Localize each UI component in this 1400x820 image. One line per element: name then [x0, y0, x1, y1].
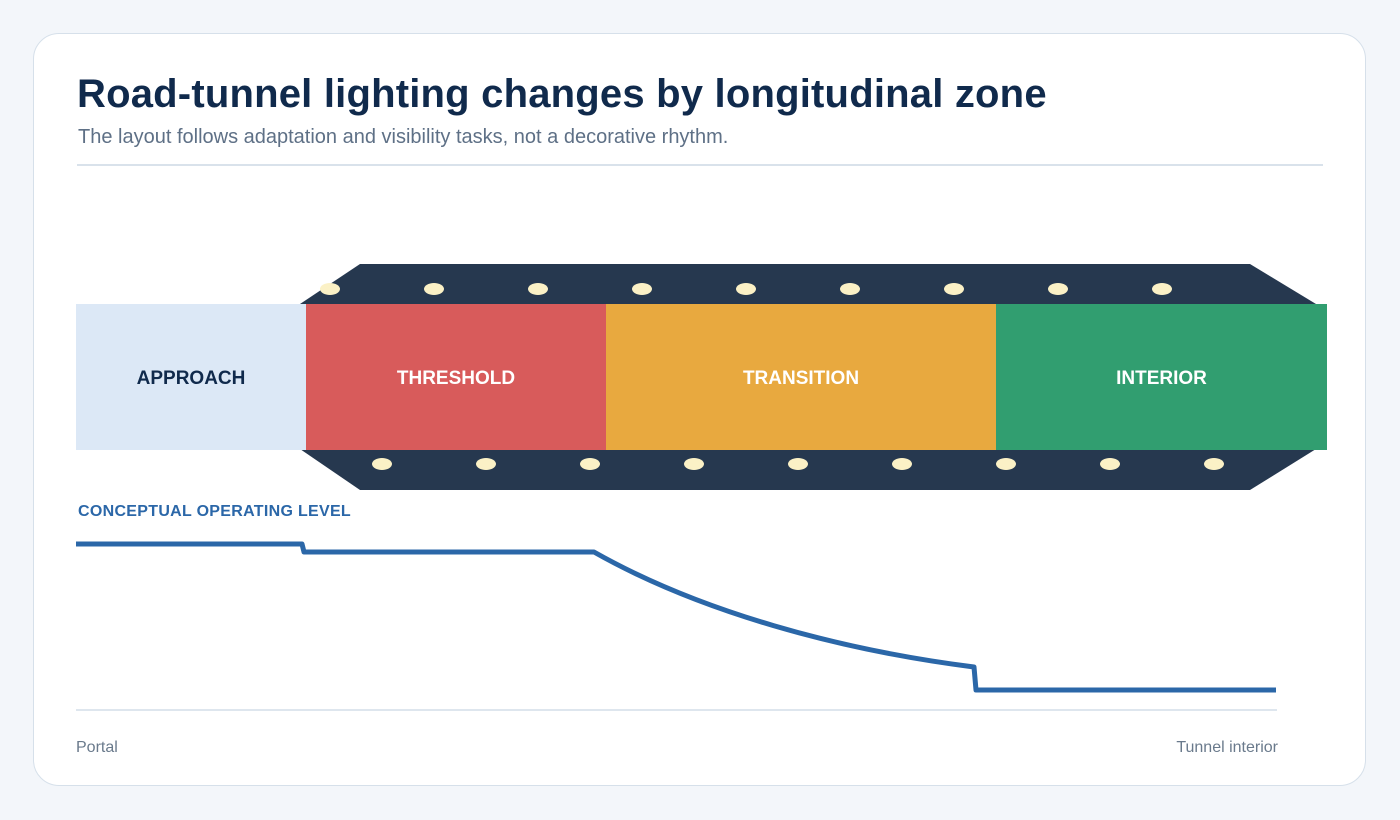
luminaire — [736, 283, 756, 295]
operating-level-line — [76, 541, 1276, 693]
luminaire — [528, 283, 548, 295]
floor-luminaires — [372, 458, 1224, 470]
zone-interior — [996, 304, 1327, 450]
luminaire — [892, 458, 912, 470]
zone-label-transition: TRANSITION — [743, 368, 859, 389]
page-title: Road-tunnel lighting changes by longitud… — [77, 72, 1047, 116]
zone-approach — [76, 304, 306, 450]
luminaire — [632, 283, 652, 295]
luminaire — [684, 458, 704, 470]
luminaire — [840, 283, 860, 295]
level-chart-title: CONCEPTUAL OPERATING LEVEL — [78, 503, 352, 520]
ceiling-luminaires — [320, 283, 1172, 295]
luminaire — [996, 458, 1016, 470]
luminaire — [1100, 458, 1120, 470]
luminaire — [944, 283, 964, 295]
luminaire — [1152, 283, 1172, 295]
zone-label-approach: APPROACH — [137, 368, 246, 389]
axis-label-tunnel-interior: Tunnel interior — [1176, 739, 1278, 756]
luminaire — [1204, 458, 1224, 470]
luminaire — [1048, 283, 1068, 295]
luminaire — [476, 458, 496, 470]
zone-label-interior: INTERIOR — [1116, 368, 1207, 389]
header-divider — [77, 164, 1323, 166]
luminaire — [320, 283, 340, 295]
zone-threshold — [306, 304, 606, 450]
luminaire — [788, 458, 808, 470]
luminaire — [372, 458, 392, 470]
axis-label-portal: Portal — [76, 739, 118, 756]
page-subtitle: The layout follows adaptation and visibi… — [78, 126, 729, 148]
tunnel-floor — [300, 449, 1316, 490]
zone-transition — [606, 304, 996, 450]
luminaire — [424, 283, 444, 295]
luminaire — [580, 458, 600, 470]
zone-label-threshold: THRESHOLD — [397, 368, 515, 389]
